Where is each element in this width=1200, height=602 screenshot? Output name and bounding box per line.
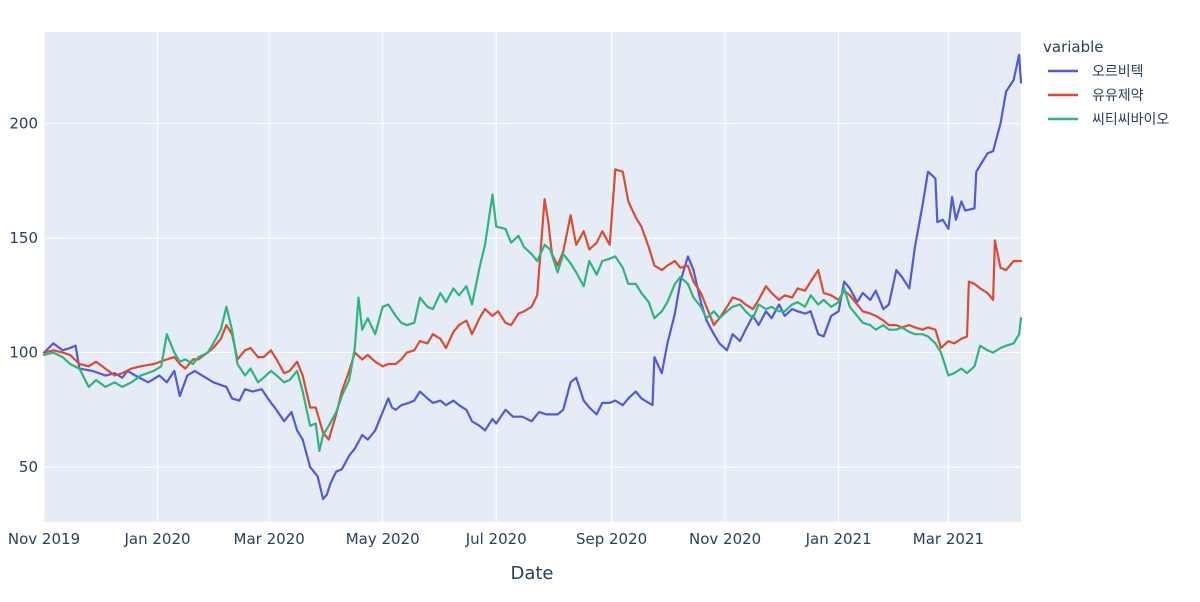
legend-label: 오르비텍 bbox=[1092, 64, 1144, 80]
x-tick-label: May 2020 bbox=[346, 530, 420, 548]
x-tick-label: Jul 2020 bbox=[465, 530, 527, 548]
legend-label: 유유제약 bbox=[1092, 88, 1144, 104]
x-tick-label: Jan 2021 bbox=[805, 530, 872, 548]
x-tick-label: Mar 2021 bbox=[913, 530, 984, 548]
x-tick-label: Sep 2020 bbox=[576, 530, 647, 548]
plot-area bbox=[44, 32, 1021, 522]
x-axis-ticks: Nov 2019 Jan 2020 Mar 2020 May 2020 Jul 2020… bbox=[8, 530, 984, 548]
y-tick-label: 50 bbox=[19, 458, 38, 476]
legend-item[interactable]: 유유제약 bbox=[1048, 88, 1144, 104]
y-tick-label: 100 bbox=[9, 344, 38, 362]
x-tick-label: Mar 2020 bbox=[234, 530, 305, 548]
series-lines bbox=[42, 53, 1023, 501]
legend-item[interactable]: 씨티씨바이오 bbox=[1048, 112, 1169, 128]
x-axis-title: Date bbox=[510, 563, 553, 584]
x-tick-label: Nov 2019 bbox=[8, 530, 80, 548]
x-tick-label: Jan 2020 bbox=[123, 530, 190, 548]
legend-label: 씨티씨바이오 bbox=[1092, 112, 1169, 128]
y-tick-label: 150 bbox=[9, 229, 38, 247]
x-tick-label: Nov 2020 bbox=[689, 530, 761, 548]
legend-title: variable bbox=[1043, 38, 1104, 56]
series-line-3 bbox=[42, 193, 1023, 453]
legend-item[interactable]: 오르비텍 bbox=[1048, 64, 1144, 80]
y-axis-ticks: 50 100 150 200 bbox=[9, 115, 38, 476]
series-line-2 bbox=[42, 168, 1023, 441]
y-tick-label: 200 bbox=[9, 115, 38, 133]
series-line-1 bbox=[42, 53, 1023, 501]
